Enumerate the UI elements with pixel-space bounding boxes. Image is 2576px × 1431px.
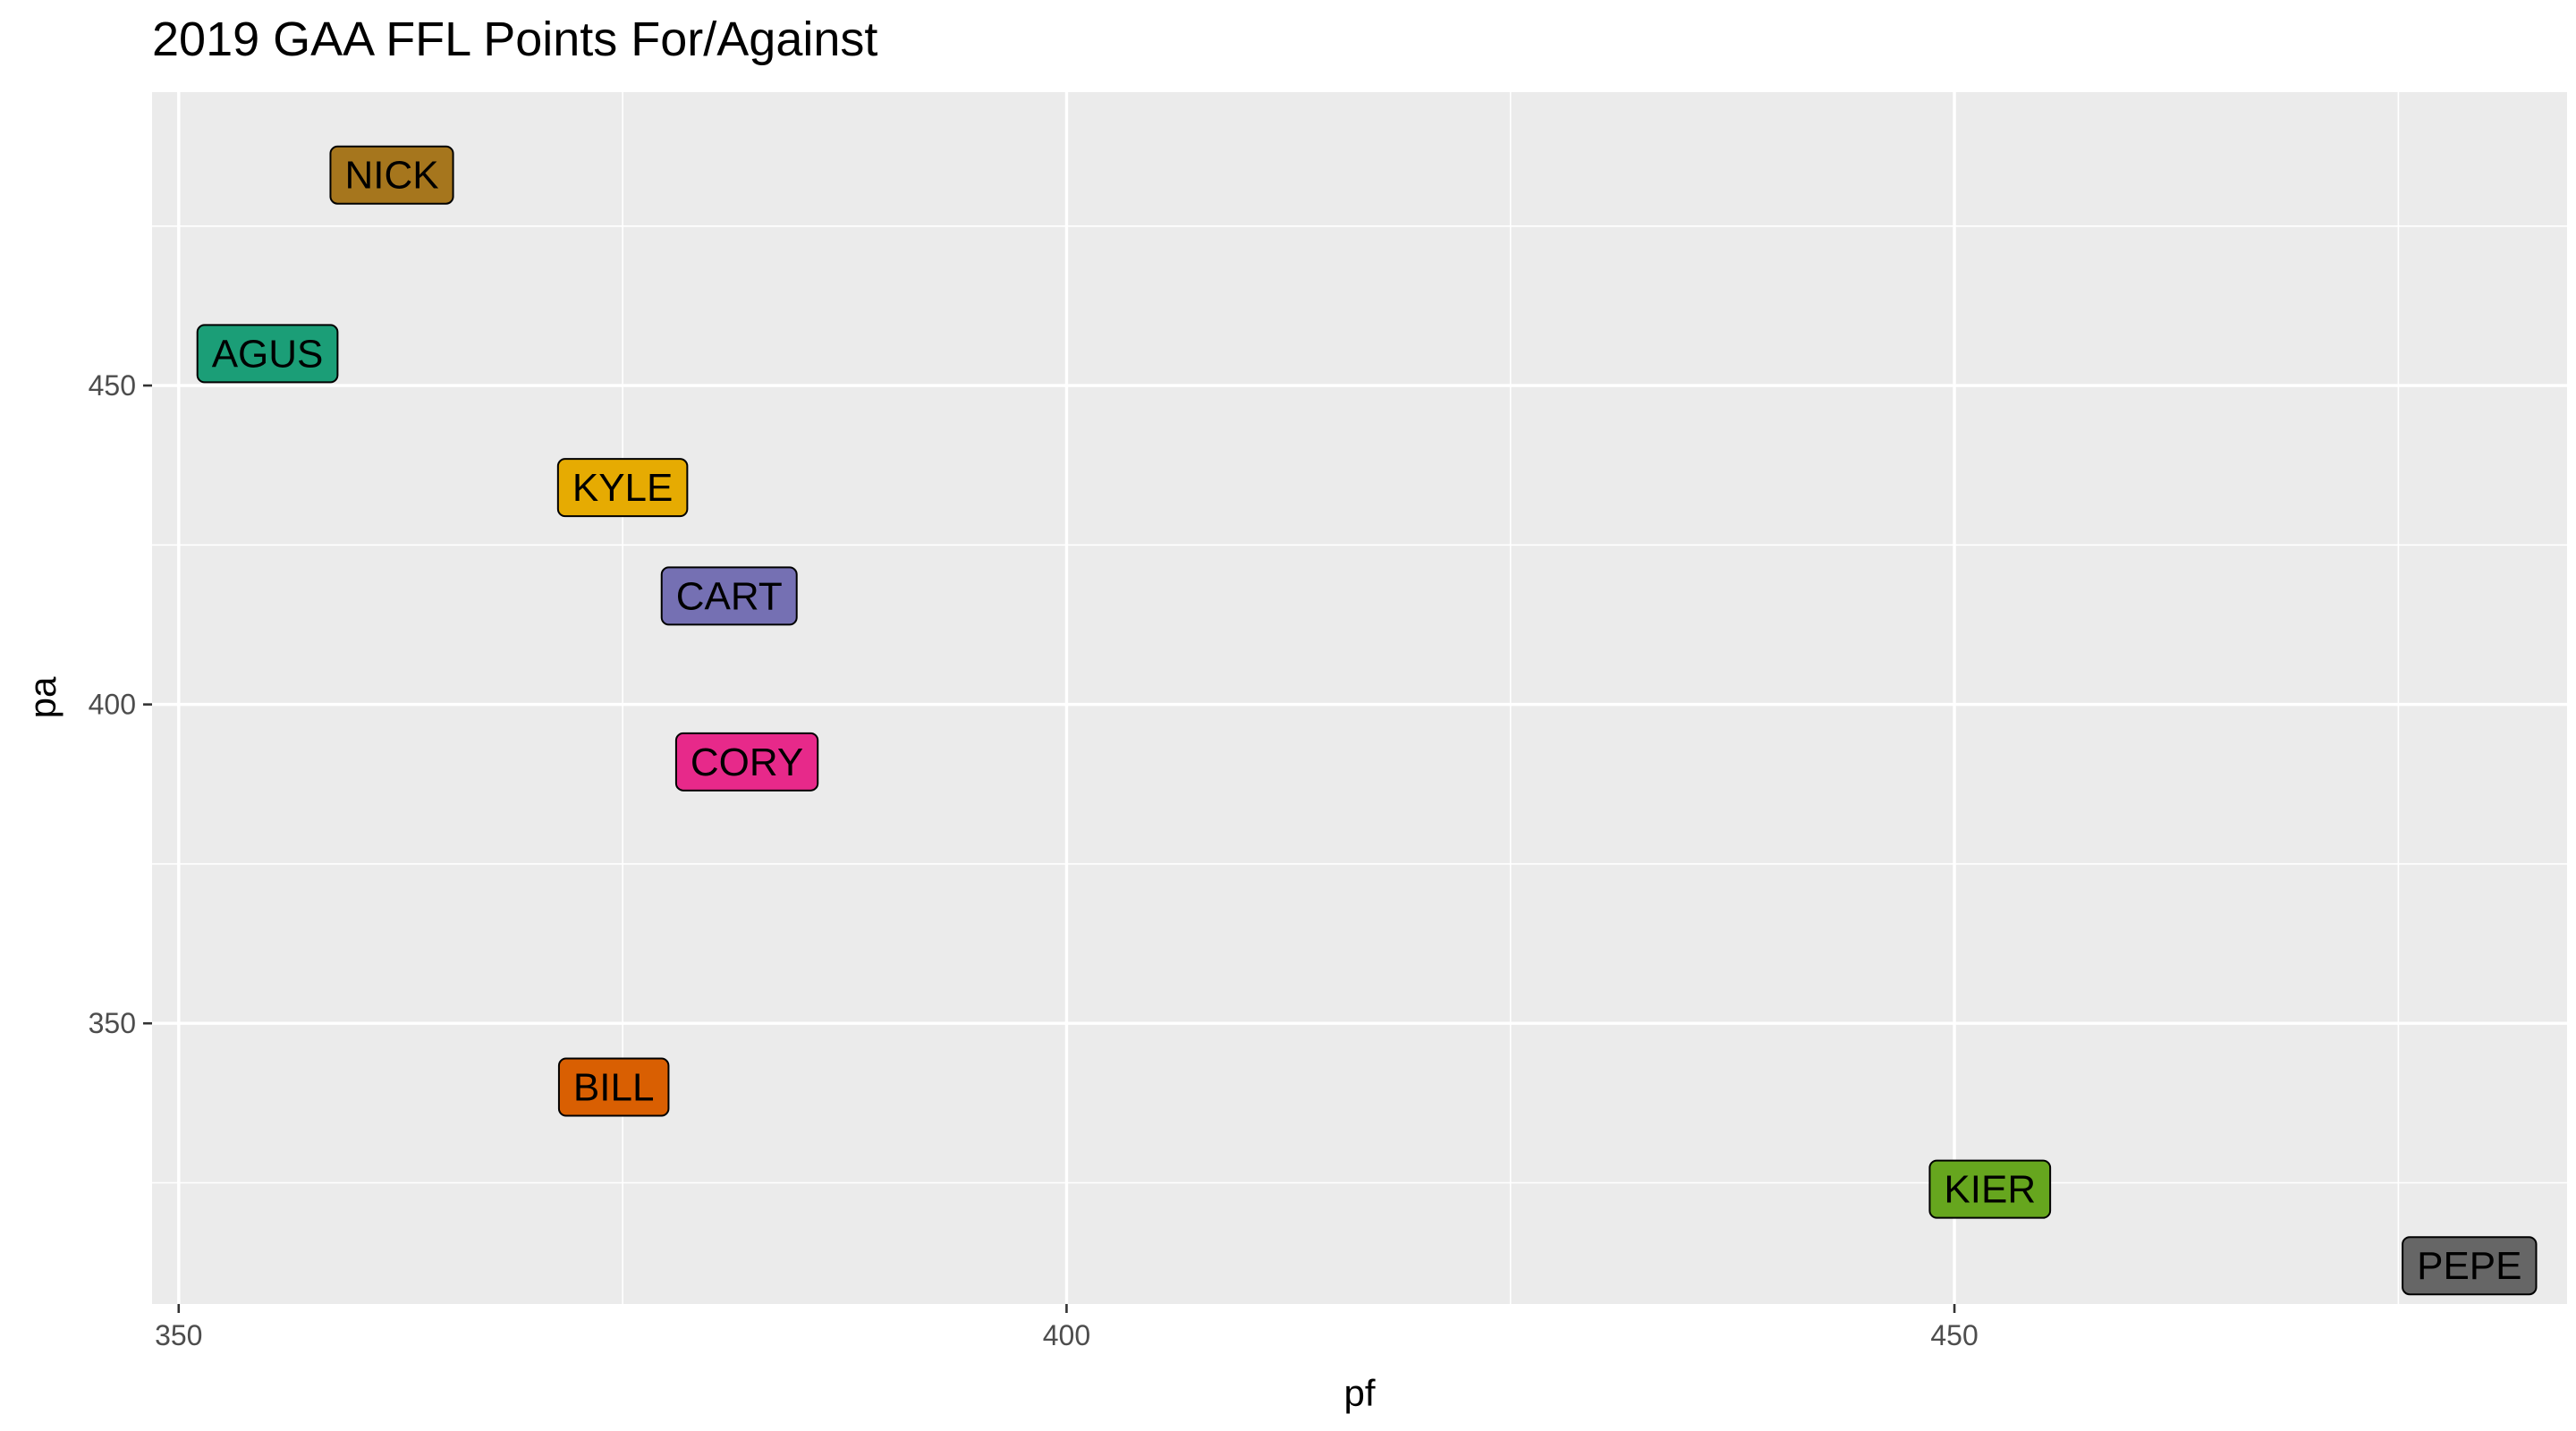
x-tick-label: 450 (1930, 1319, 1978, 1351)
point-pepe: PEPE (2402, 1236, 2538, 1296)
point-label: CART (676, 574, 783, 618)
point-bill: BILL (557, 1057, 670, 1117)
point-label-box (557, 1057, 670, 1117)
point-label-box (660, 566, 798, 626)
point-label: CORY (691, 741, 803, 784)
y-tick-label: 450 (89, 369, 136, 402)
y-tick-label: 400 (89, 689, 136, 721)
x-tick-label: 400 (1043, 1319, 1090, 1351)
point-kier: KIER (1928, 1159, 2052, 1219)
x-tick-label: 350 (155, 1319, 202, 1351)
point-cory: CORY (674, 732, 819, 792)
point-label-box (196, 324, 339, 384)
y-axis-title: pa (21, 676, 64, 718)
point-nick: NICK (329, 145, 454, 205)
point-kyle: KYLE (556, 458, 689, 518)
grid-lines (152, 92, 2567, 1304)
point-label: AGUS (212, 332, 324, 376)
point-label: KYLE (572, 466, 674, 510)
point-label: KIER (1944, 1168, 2036, 1212)
plot-panel (152, 92, 2567, 1304)
data-labels: NICK AGUS KYLE CART CORY BILL KIER PEPE (196, 145, 2538, 1296)
chart-title: 2019 GAA FFL Points For/Against (152, 13, 877, 66)
point-label: BILL (573, 1066, 655, 1110)
y-tick-label: 350 (89, 1007, 136, 1039)
point-cart: CART (660, 566, 798, 626)
point-label: PEPE (2417, 1244, 2521, 1288)
point-label-box (329, 145, 454, 205)
point-label-box (1928, 1159, 2052, 1219)
point-label-box (556, 458, 689, 518)
point-label-box (674, 732, 819, 792)
x-axis-title: pf (1343, 1372, 1375, 1414)
point-label-box (2402, 1236, 2538, 1296)
point-agus: AGUS (196, 324, 339, 384)
axes: 350 400 450 350 400 450 (89, 369, 1979, 1351)
point-label: NICK (344, 154, 438, 198)
